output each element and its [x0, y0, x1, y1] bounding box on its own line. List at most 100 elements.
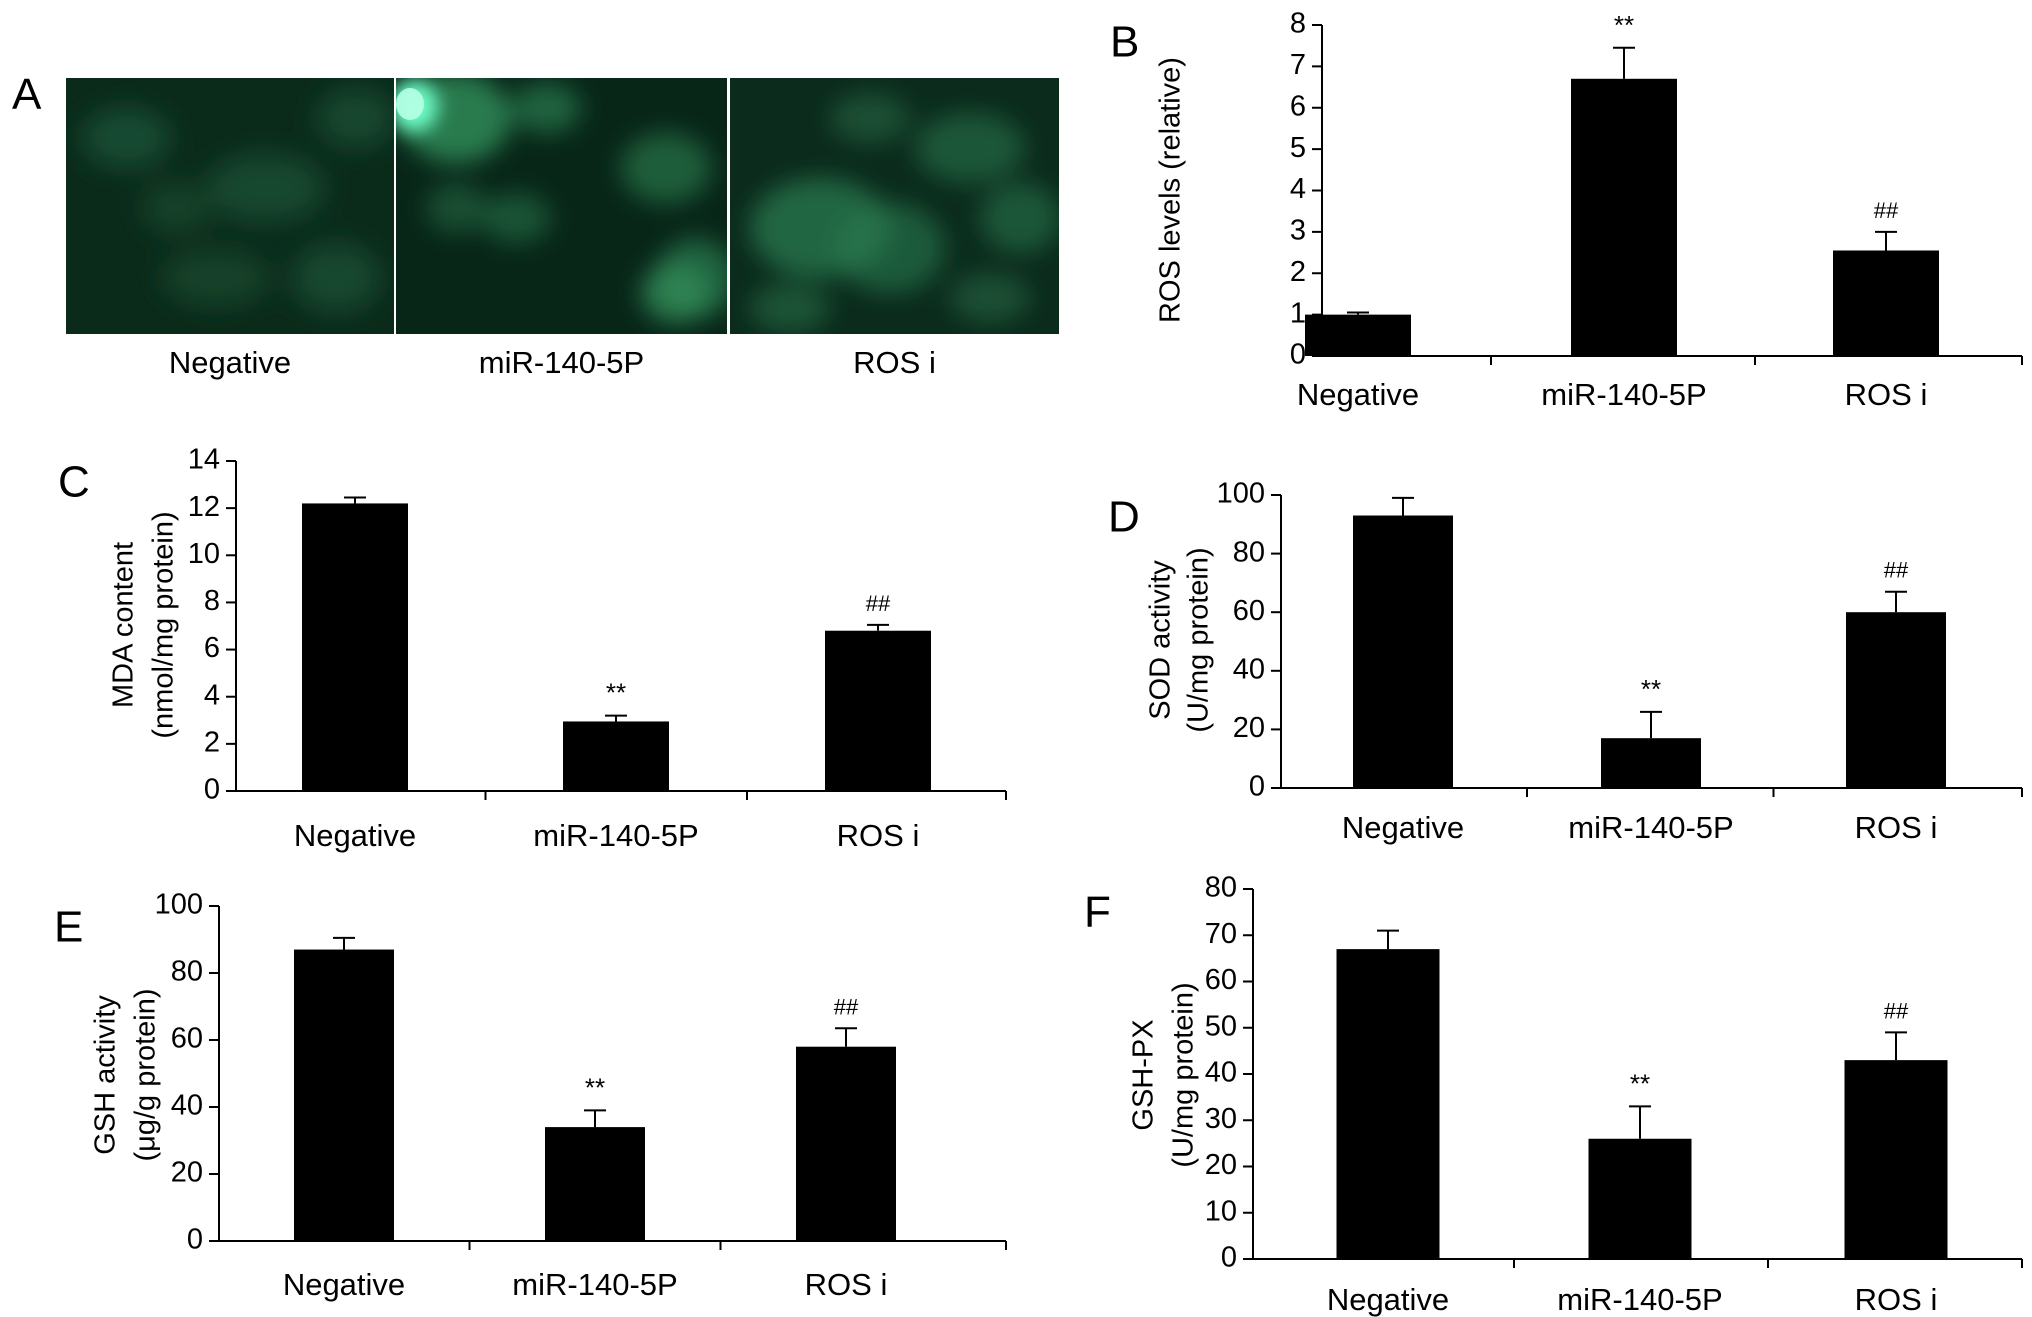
panel-e-y-tick-label: 100 [155, 889, 203, 921]
panel-c-y-axis-label: (nmol/mg protein) [148, 511, 180, 738]
panel-f-y-tick-label: 10 [1205, 1195, 1237, 1227]
panel-c-y-axis-label: MDA content [108, 542, 140, 708]
panel-f-chart: F 0 10 20 30 40 50 60 70 80 GSH-PX (U/mg protein) Ne… [1084, 872, 2023, 1317]
micrograph-label-ros-i: ROS i [853, 345, 936, 380]
panel-f-y-tick-label: 50 [1205, 1010, 1237, 1042]
panel-d-bar-2 [1601, 738, 1701, 788]
panel-f-category-label-3: ROS i [1855, 1282, 1938, 1317]
panel-b-y-tick-label: 5 [1290, 132, 1306, 164]
panel-e-y-tick-label: 20 [171, 1157, 203, 1189]
micrograph-label-negative: Negative [168, 345, 292, 380]
panel-d-letter: D [1108, 493, 1140, 542]
panel-f-y-tick-label: 30 [1205, 1103, 1237, 1135]
panel-e-y-axis-label: (μg/g protein) [130, 988, 162, 1161]
panel-f-y-tick-label: 70 [1205, 918, 1237, 950]
panel-e-category-label-3: ROS i [805, 1267, 888, 1302]
panel-a-letter: A [12, 70, 42, 119]
panel-c-letter: C [58, 458, 90, 507]
panel-b-y-axis-label: ROS levels (relative) [1155, 57, 1187, 323]
panel-e-bar-3 [796, 1046, 896, 1241]
panel-c-bar-2 [563, 721, 669, 791]
panel-f-bar-1 [1336, 949, 1440, 1259]
panel-c-category-label-3: ROS i [837, 818, 920, 853]
panel-c-y-tick-label: 8 [204, 585, 220, 617]
micrograph-ros-i [730, 78, 1059, 334]
panel-d-bar-3 [1846, 612, 1946, 788]
panel-c-y-tick-label: 10 [188, 538, 220, 570]
panel-c-significance-3: ## [866, 591, 891, 616]
panel-d-category-label-3: ROS i [1855, 810, 1938, 845]
panel-b-y-tick-label: 4 [1290, 173, 1306, 205]
panel-c-y-tick-label: 6 [204, 632, 220, 664]
panel-e-y-tick-label: 0 [187, 1224, 203, 1256]
panel-e-chart: E 0 20 40 60 80 100 GSH activity (μg/g protein) N… [54, 889, 1007, 1302]
panel-b-y-tick-label: 3 [1290, 215, 1306, 247]
panel-f-bar-3 [1844, 1060, 1948, 1259]
panel-b-bar-2 [1571, 78, 1677, 356]
panel-d-chart: D 0 20 40 60 80 100 SOD activity (U/mg protein) N… [1108, 478, 2023, 845]
panel-e-category-label-2: miR-140-5P [512, 1267, 677, 1302]
panel-e-significance-3: ## [834, 994, 859, 1019]
panel-f-y-tick-label: 0 [1221, 1242, 1237, 1274]
panel-f-bar-2 [1588, 1138, 1692, 1259]
panel-e-letter: E [54, 903, 83, 952]
micrograph-negative [66, 78, 394, 334]
panel-b-y-tick-label: 6 [1290, 90, 1306, 122]
panel-c-bar-3 [825, 630, 931, 791]
panel-d-y-axis-label: SOD activity [1145, 560, 1177, 720]
panel-f-y-tick-label: 80 [1205, 872, 1237, 904]
panel-f-y-axis-label: GSH-PX [1128, 1019, 1160, 1130]
panel-b-bar-3 [1833, 250, 1939, 356]
panel-b-significance-3: ## [1874, 198, 1899, 223]
panel-c-y-tick-label: 4 [204, 679, 220, 711]
panel-e-category-label-1: Negative [283, 1267, 405, 1302]
panel-c-bar-1 [302, 503, 408, 791]
panel-c-y-tick-label: 2 [204, 727, 220, 759]
panel-b-y-tick-label: 7 [1290, 49, 1306, 81]
panel-e-bar-1 [294, 949, 394, 1241]
panel-c-category-label-2: miR-140-5P [533, 818, 698, 853]
panel-b-category-label-2: miR-140-5P [1541, 377, 1706, 412]
panel-f-category-label-1: Negative [1327, 1282, 1449, 1317]
panel-d-y-tick-label: 100 [1217, 478, 1265, 510]
panel-e-y-axis-label: GSH activity [90, 995, 122, 1155]
panel-d-y-axis-label: (U/mg protein) [1183, 547, 1215, 732]
panel-f-category-label-2: miR-140-5P [1557, 1282, 1722, 1317]
panel-d-bar-1 [1353, 515, 1453, 788]
panel-f-letter: F [1084, 888, 1111, 937]
panel-e-y-tick-label: 80 [171, 956, 203, 988]
panel-f-y-axis-label: (U/mg protein) [1168, 982, 1200, 1167]
panel-c-y-tick-label: 14 [188, 444, 220, 476]
panel-b-significance-2: ** [1614, 10, 1634, 40]
panel-b-letter: B [1110, 18, 1139, 67]
panel-d-y-tick-label: 20 [1233, 712, 1265, 744]
panel-d-y-tick-label: 40 [1233, 653, 1265, 685]
panel-c-significance-2: ** [606, 678, 626, 708]
panel-c-category-label-1: Negative [294, 818, 416, 853]
panel-d-significance-2: ** [1641, 674, 1661, 704]
panel-d-category-label-2: miR-140-5P [1568, 810, 1733, 845]
panel-e-bar-2 [545, 1127, 645, 1241]
panel-c-y-tick-label: 0 [204, 774, 220, 806]
panel-f-significance-3: ## [1884, 998, 1909, 1023]
panel-d-y-tick-label: 0 [1249, 771, 1265, 803]
panel-f-y-tick-label: 40 [1205, 1057, 1237, 1089]
panel-f-significance-2: ** [1630, 1068, 1650, 1098]
panel-b-bar-1 [1305, 314, 1411, 356]
panel-b-y-tick-label: 2 [1290, 256, 1306, 288]
micrograph-label-mir-140-5p: miR-140-5P [478, 345, 645, 380]
micrograph-mir-140-5p [396, 78, 727, 334]
panel-d-y-tick-label: 60 [1233, 595, 1265, 627]
panel-f-y-tick-label: 20 [1205, 1149, 1237, 1181]
panel-c-y-tick-label: 12 [188, 491, 220, 523]
panel-e-significance-2: ** [585, 1072, 605, 1102]
panel-b-category-label-3: ROS i [1845, 377, 1928, 412]
panel-b-y-tick-label: 8 [1290, 8, 1306, 40]
panel-e-y-tick-label: 40 [171, 1090, 203, 1122]
panel-b-y-tick-label: 0 [1290, 339, 1306, 371]
panel-d-y-tick-label: 80 [1233, 536, 1265, 568]
panel-d-significance-3: ## [1884, 558, 1909, 583]
panel-b-chart: B 0 1 2 3 4 5 6 7 8 ROS levels (relative) Negative *… [1110, 8, 2023, 412]
panel-b-y-tick-label: 1 [1290, 297, 1306, 329]
